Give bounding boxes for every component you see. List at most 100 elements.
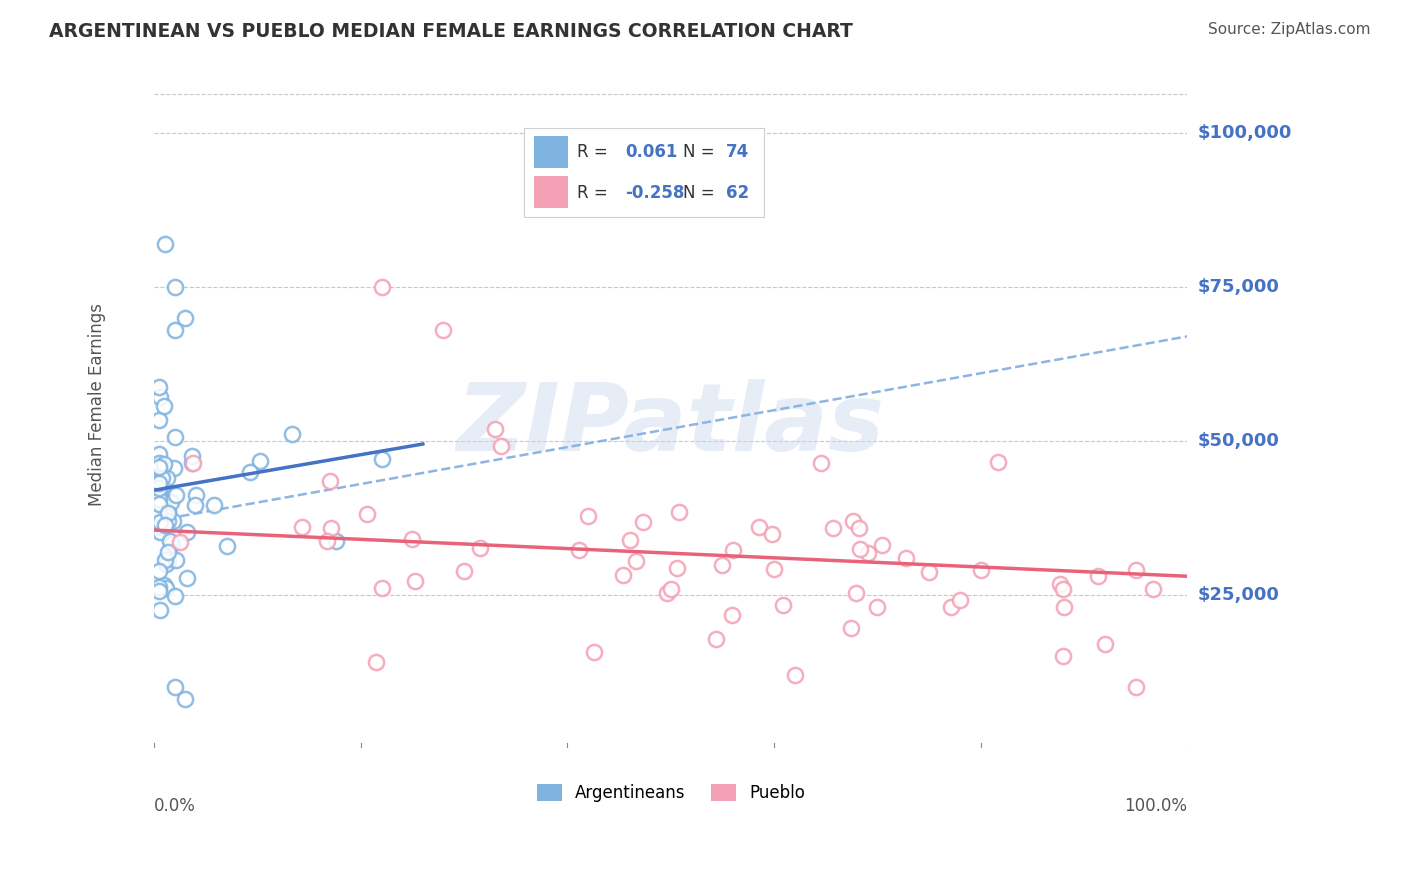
Point [484,422,506,436]
Point [148,497,170,511]
Point [181,456,204,470]
Point [659,582,682,596]
Point [1142,582,1164,596]
Text: $25,000: $25,000 [1198,586,1279,604]
Text: ARGENTINEAN VS PUEBLO MEDIAN FEMALE EARNINGS CORRELATION CHART: ARGENTINEAN VS PUEBLO MEDIAN FEMALE EARN… [49,22,853,41]
Point [870,537,893,551]
Point [839,621,862,635]
Point [366,656,388,670]
Point [866,599,889,614]
Point [157,545,180,559]
Point [568,543,591,558]
Point [619,533,641,548]
Point [291,519,314,533]
Point [668,505,690,519]
Point [150,480,173,494]
Point [721,543,744,558]
Point [763,561,786,575]
Point [155,517,177,532]
Point [370,452,392,467]
Point [148,476,170,491]
Text: R =: R = [578,184,613,202]
Point [163,680,186,694]
Text: $100,000: $100,000 [1198,124,1292,143]
Point [149,495,172,509]
Point [156,471,179,485]
Point [401,532,423,546]
Point [949,592,972,607]
Point [148,520,170,534]
Point [165,552,187,566]
Point [704,632,727,646]
Point [160,494,183,508]
Point [1087,569,1109,583]
Point [772,598,794,612]
Point [761,527,783,541]
Point [149,603,172,617]
Point [856,546,879,560]
Text: 100.0%: 100.0% [1125,797,1187,814]
Point [153,578,176,592]
Point [155,581,177,595]
Text: N =: N = [683,143,720,161]
Point [148,507,170,521]
Point [249,454,271,468]
Point [153,553,176,567]
Point [149,524,172,539]
Point [748,520,770,534]
Point [356,507,378,521]
Point [148,564,170,578]
Point [612,568,634,582]
Point [157,506,180,520]
Text: $50,000: $50,000 [1198,432,1279,450]
Point [153,237,176,252]
Point [155,557,177,571]
Point [370,581,392,595]
Point [148,380,170,394]
Point [181,456,204,470]
Point [576,509,599,524]
Point [148,491,170,506]
Point [1125,564,1147,578]
Point [148,486,170,500]
Point [202,498,225,512]
Text: -0.258: -0.258 [626,184,685,202]
Point [823,521,845,535]
Point [174,310,197,325]
Point [148,489,170,503]
Point [148,580,170,594]
Text: R =: R = [578,143,613,161]
Point [1052,649,1074,664]
Point [842,514,865,528]
Point [1052,582,1074,597]
Text: 0.061: 0.061 [626,143,678,161]
Point [1125,680,1147,694]
Point [148,519,170,533]
Point [162,515,184,529]
Point [165,488,187,502]
Point [157,554,180,568]
Point [163,589,186,603]
Point [156,503,179,517]
Point [370,280,392,294]
Text: $75,000: $75,000 [1198,278,1279,296]
Point [148,583,170,598]
Point [163,280,186,294]
Point [281,427,304,442]
Point [655,585,678,599]
Point [1049,576,1071,591]
Text: 74: 74 [725,143,749,161]
Point [163,323,186,337]
Point [783,667,806,681]
Point [148,475,170,490]
Point [169,535,191,549]
Point [176,524,198,539]
Point [404,574,426,588]
Point [624,554,647,568]
Point [148,390,170,404]
Point [987,455,1010,469]
Point [148,456,170,470]
Text: Source: ZipAtlas.com: Source: ZipAtlas.com [1208,22,1371,37]
Point [848,521,870,535]
Point [217,539,239,553]
